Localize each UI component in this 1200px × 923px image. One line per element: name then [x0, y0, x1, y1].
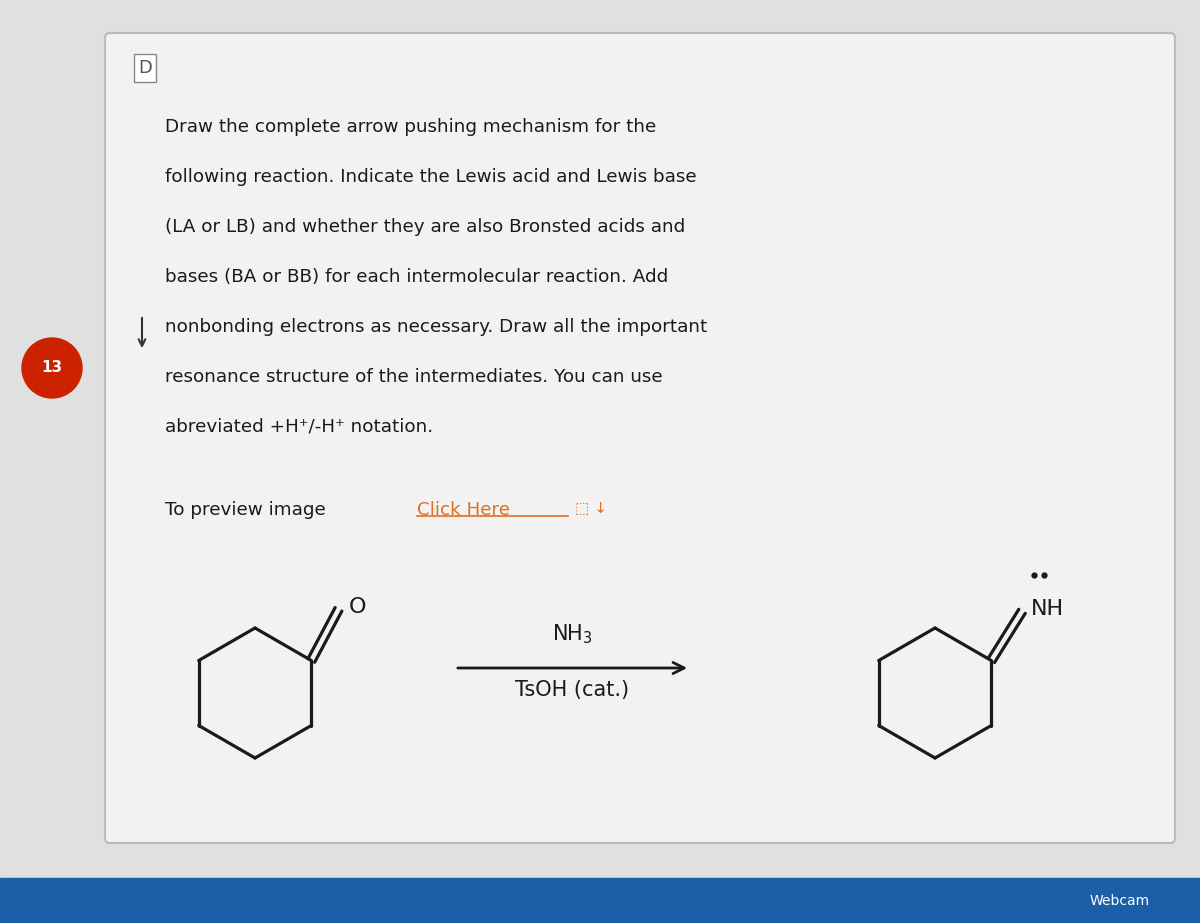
Text: nonbonding electrons as necessary. Draw all the important: nonbonding electrons as necessary. Draw … [166, 318, 707, 336]
Circle shape [22, 338, 82, 398]
Text: abreviated +H⁺/-H⁺ notation.: abreviated +H⁺/-H⁺ notation. [166, 418, 433, 436]
Text: Click Here: Click Here [418, 501, 510, 519]
Text: TsOH (cat.): TsOH (cat.) [516, 680, 630, 700]
Bar [0, 878, 1200, 923]
Text: ⬚ ↓: ⬚ ↓ [575, 501, 607, 516]
Text: bases (BA or BB) for each intermolecular reaction. Add: bases (BA or BB) for each intermolecular… [166, 268, 668, 286]
Text: To preview image: To preview image [166, 501, 331, 519]
Text: Draw the complete arrow pushing mechanism for the: Draw the complete arrow pushing mechanis… [166, 118, 656, 136]
Text: D: D [138, 59, 152, 77]
Text: NH: NH [1031, 599, 1064, 619]
Text: (LA or LB) and whether they are also Bronsted acids and: (LA or LB) and whether they are also Bro… [166, 218, 685, 236]
Text: resonance structure of the intermediates. You can use: resonance structure of the intermediates… [166, 368, 662, 386]
FancyBboxPatch shape [106, 33, 1175, 843]
Text: O: O [348, 597, 366, 617]
Text: Webcam: Webcam [1090, 894, 1150, 908]
Text: 13: 13 [42, 361, 62, 376]
Text: following reaction. Indicate the Lewis acid and Lewis base: following reaction. Indicate the Lewis a… [166, 168, 697, 186]
Text: NH$_3$: NH$_3$ [552, 622, 593, 646]
